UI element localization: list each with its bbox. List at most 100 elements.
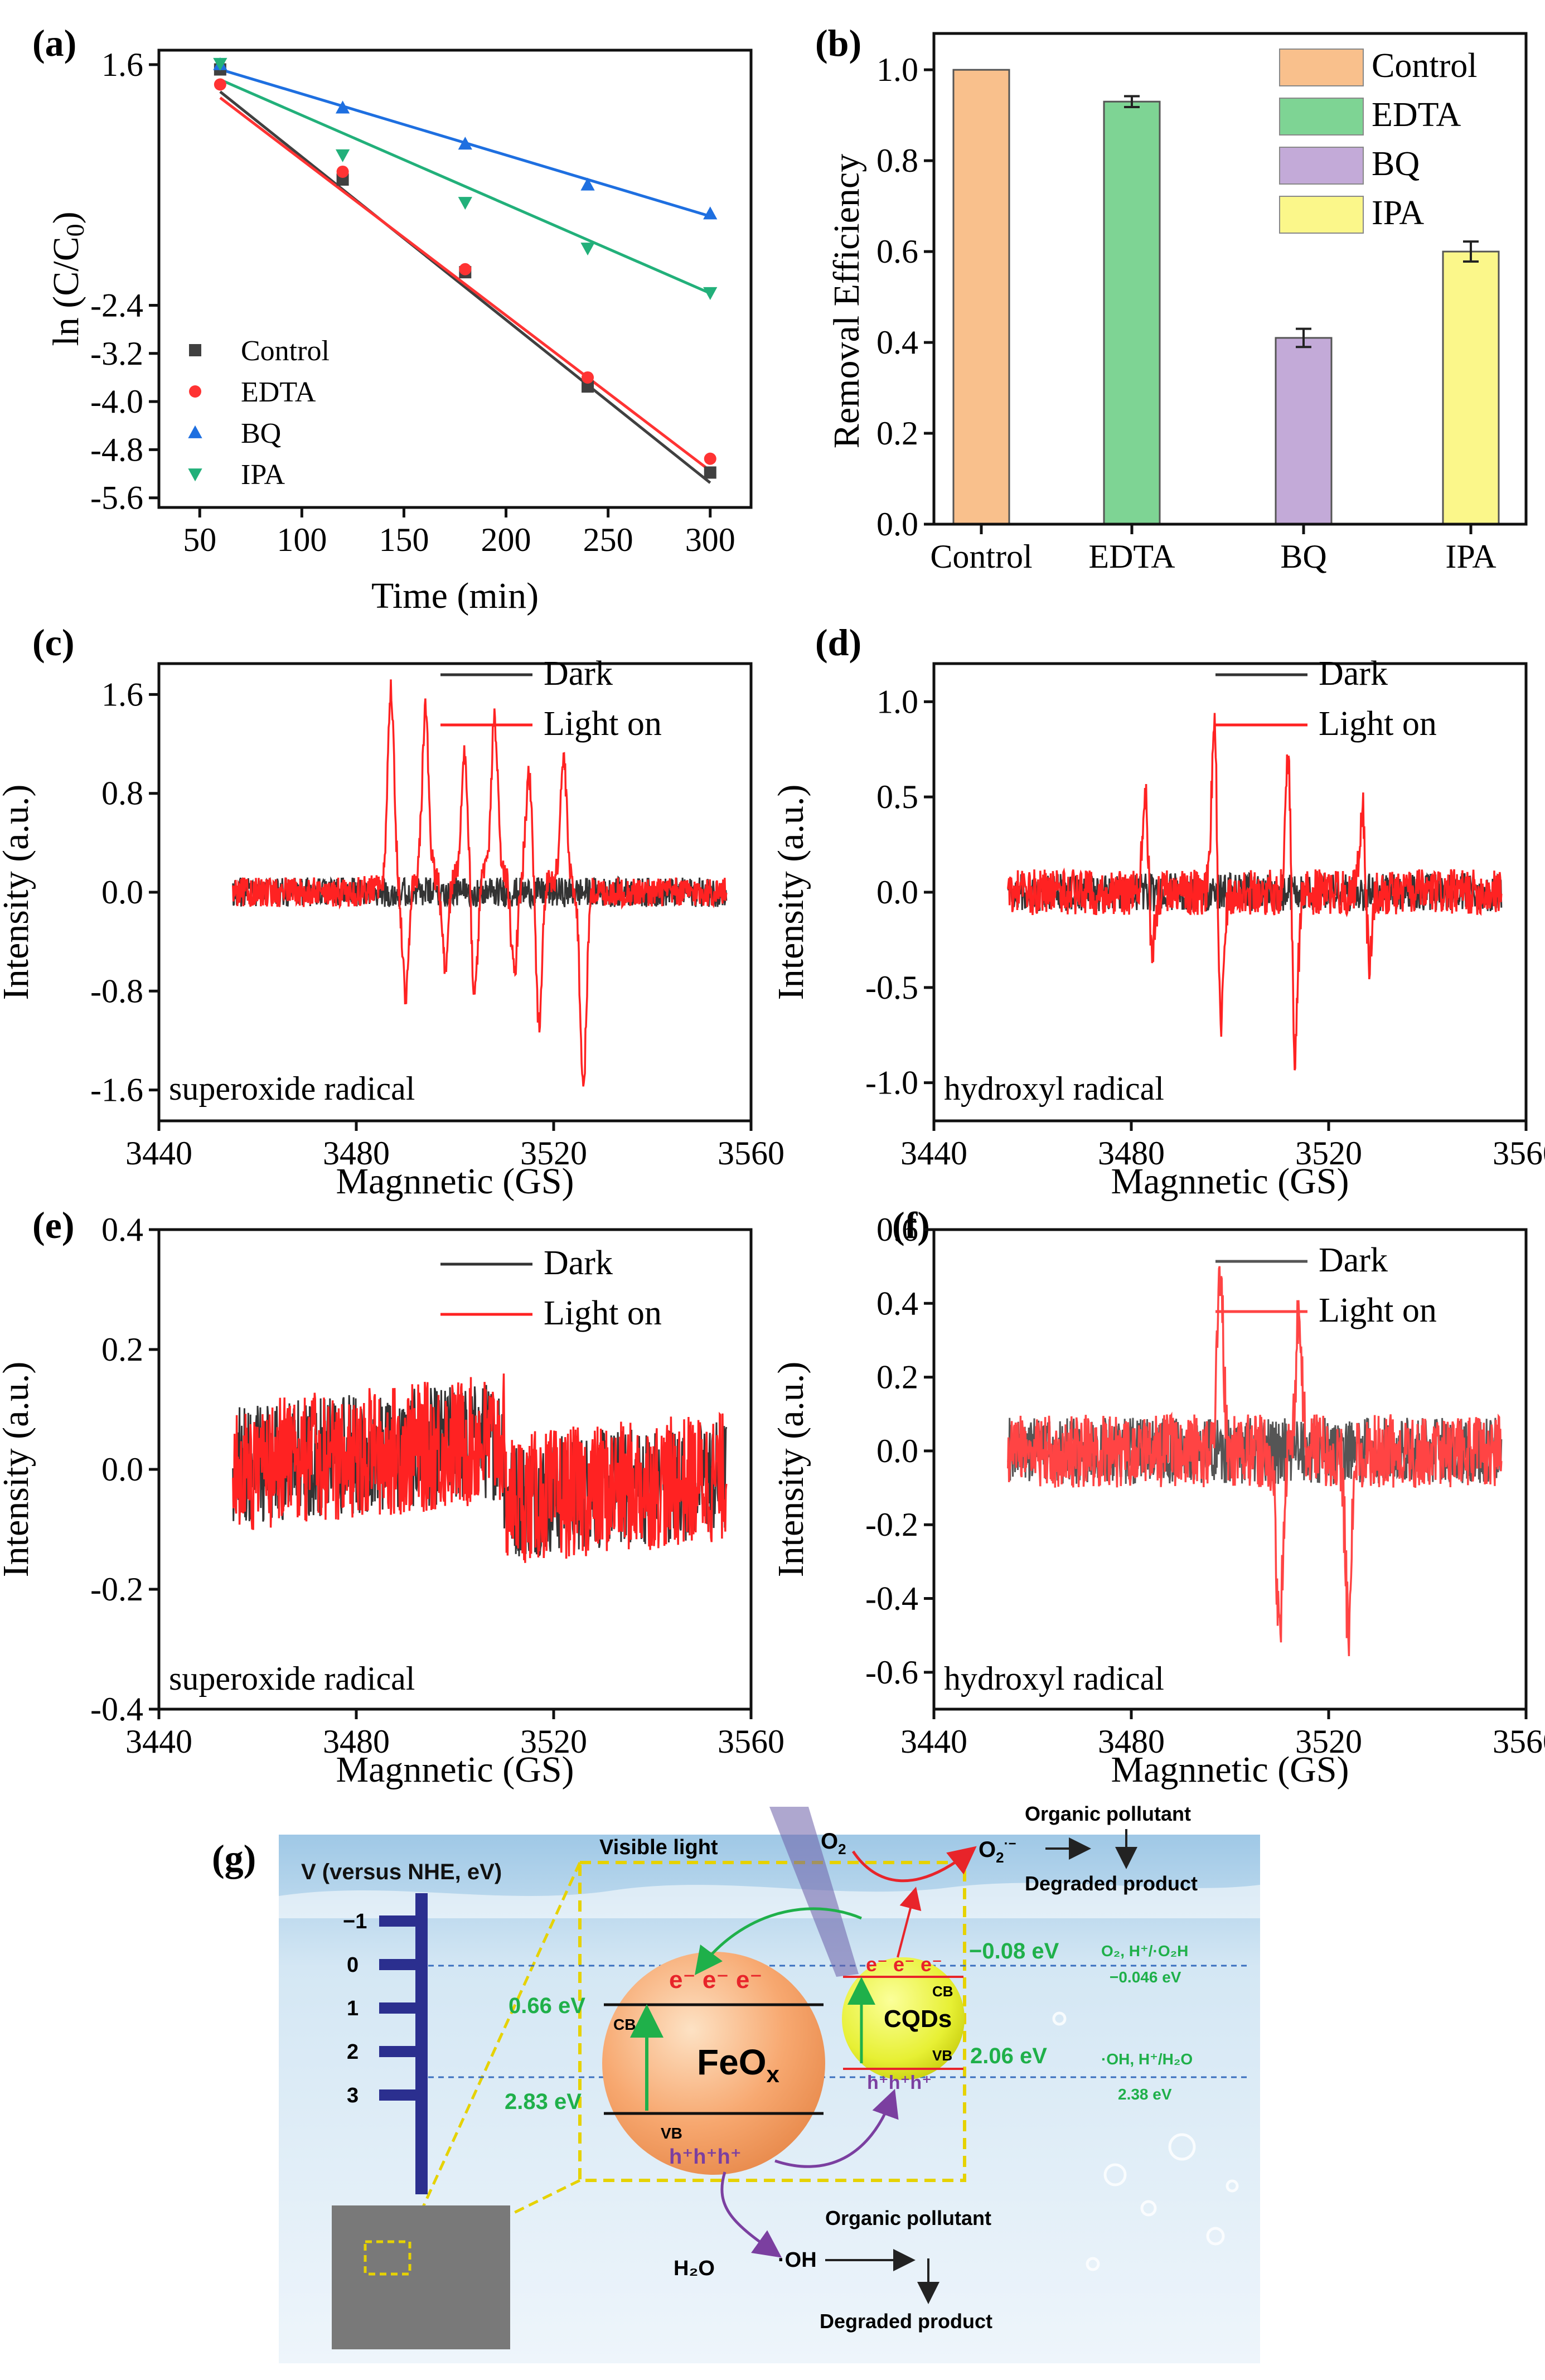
y-tick-label: -0.4 [90, 1691, 143, 1728]
y-tick-label: 0.0 [876, 506, 918, 543]
fit-line-edta [219, 96, 711, 472]
y-tick-label: 1.0 [876, 683, 918, 720]
data-point-control [582, 380, 594, 393]
legend-marker-ipa [188, 468, 202, 482]
error-bar-bq [1296, 327, 1311, 349]
scheme-tick-minus1: −1 [343, 1910, 367, 1933]
y-tick-label: 0.2 [876, 1359, 918, 1396]
scheme-oh-formation-arrow [720, 2171, 782, 2258]
legend-label-dark: Dark [544, 1244, 613, 1282]
bar-control [952, 69, 1010, 525]
scheme-cqd-name: CQDs [884, 2005, 952, 2033]
trace-light-on [232, 679, 728, 1087]
panel-a-frame [157, 49, 753, 509]
x-tick-label: 300 [685, 521, 735, 558]
x-tick-label: 3560 [718, 1723, 784, 1760]
radical-annotation: hydroxyl radical [944, 1660, 1164, 1697]
y-tick-label: 0.6 [876, 1211, 918, 1248]
panel-label-a: (a) [32, 22, 76, 64]
legend-swatch-edta [1279, 98, 1364, 136]
x-tick-label-edta: EDTA [1088, 538, 1175, 575]
x-tick-label: 3480 [1098, 1135, 1165, 1172]
panel-e-chart: (e) 3440 3480 3520 3560 0.4 0.2 0.0 -0.2 -0.4 Mag… [0, 1204, 784, 1790]
y-tick-label: -1.0 [865, 1065, 918, 1101]
legend-label-dark: Dark [544, 655, 613, 693]
trace-light-on [1007, 713, 1503, 1071]
x-tick-label: 3520 [1295, 1723, 1362, 1760]
y-tick-label: -0.6 [865, 1654, 918, 1691]
legend-swatch-ipa [1279, 196, 1364, 234]
scheme-oh-radical: ·OH [778, 2248, 817, 2272]
data-point-ipa [580, 243, 595, 256]
x-tick-label: 3560 [718, 1135, 784, 1172]
y-tick-label: 0.4 [101, 1211, 143, 1248]
panel-label-e: (e) [32, 1204, 74, 1246]
y-tick-label: 0.0 [101, 874, 143, 911]
panel-label-g: (g) [212, 1837, 256, 1879]
legend-swatch-control [1279, 49, 1364, 86]
y-tick-label: -5.6 [90, 480, 143, 516]
data-point-bq [335, 100, 350, 114]
scheme-feox-vb-label: VB [661, 2125, 682, 2142]
panel-b-legend: Control EDTA BQ IPA [1279, 47, 1477, 234]
panel-b-ylabel: Removal Efficiency [826, 154, 867, 448]
panel-label-d: (d) [815, 621, 861, 664]
legend-label-edta: EDTA [241, 376, 316, 408]
y-tick-label: 0.8 [101, 775, 143, 812]
scheme-micrograph-texture [332, 2205, 510, 2349]
y-axis-label: Intensity (a.u.) [0, 1362, 36, 1578]
scheme-micrograph-marker [364, 2240, 411, 2276]
scheme-energy-206: 2.06 eV [970, 2044, 1047, 2068]
panel-b-axis-ticks: 0.0 0.2 0.4 0.6 0.8 1.0 Control EDTA BQ IPA [876, 51, 1496, 575]
panel-c-chart: (c) 3440 3480 3520 3560 1.6 0.8 0.0 -0.8 -1.6 Mag… [0, 621, 784, 1202]
panel-a-xlabel: Time (min) [371, 575, 539, 616]
scheme-energy-ticks [379, 1915, 424, 2101]
legend-label-control: Control [1372, 47, 1477, 85]
x-tick-label: 200 [481, 521, 531, 558]
data-point-bq [703, 206, 718, 220]
bar-ipa [1442, 250, 1500, 525]
x-tick-label-ipa: IPA [1445, 538, 1496, 575]
trace-light-on [1007, 1266, 1503, 1656]
scheme-feox-cb-label: CB [613, 2016, 636, 2033]
x-tick-label: 3440 [125, 1723, 192, 1760]
scheme-cqd-electrons: e⁻ e⁻ e⁻ [866, 1953, 942, 1976]
y-tick-label: 0.2 [101, 1331, 143, 1368]
scheme-electron-transfer-arrow [694, 1907, 862, 1975]
scheme-tick-0: 0 [347, 1953, 359, 1977]
x-tick-label: 3520 [1295, 1135, 1362, 1172]
scheme-visible-light: Visible light [599, 1836, 718, 1859]
scheme-cqd-to-o2-arrow [897, 1886, 922, 1958]
x-tick-label: 3480 [323, 1723, 390, 1760]
panel-a-chart: (a) 50 100 150 200 250 300 1.6 -2.4 -3.2 -4.0 -4.8… [32, 22, 753, 616]
scheme-organic-pollutant-top: Organic pollutant [1025, 1802, 1191, 1825]
x-axis-label: Magnnetic (GS) [336, 1749, 574, 1790]
y-tick-label: 0.4 [876, 1285, 918, 1322]
scheme-o2-couple: O₂, H⁺/·O₂H [1101, 1942, 1188, 1960]
scheme-zoom-line-2 [408, 1861, 582, 2237]
panel-g-scheme: (g) V (versus NHE, eV) −1 0 1 2 3 [212, 1802, 1260, 2363]
panel-label-b: (b) [815, 22, 861, 64]
data-point-bq [580, 177, 595, 191]
fit-line-ipa [219, 78, 711, 295]
spectrum-traces [1007, 1266, 1503, 1656]
legend-label-control: Control [241, 335, 330, 367]
scheme-cqd-vb-label: VB [932, 2047, 952, 2064]
panel-a-ylabel: ln (C/C0) [46, 211, 89, 346]
data-point-ipa [335, 149, 350, 162]
scheme-tick-3: 3 [347, 2084, 359, 2107]
y-tick-label: -0.4 [865, 1580, 918, 1617]
panel-label-f: (f) [892, 1204, 930, 1246]
data-point-edta [336, 165, 349, 178]
scheme-water-surface [279, 1883, 1260, 1918]
scheme-organic-pollutant-bottom: Organic pollutant [825, 2207, 991, 2229]
scheme-zoom-box [578, 1861, 966, 2182]
legend-marker-bq [188, 425, 202, 438]
data-point-ipa [458, 197, 472, 210]
y-tick-label: -0.8 [90, 973, 143, 1009]
scheme-energy-283: 2.83 eV [505, 2089, 582, 2114]
legend-label-bq: BQ [241, 418, 281, 449]
data-point-ipa [213, 57, 227, 71]
x-axis-label: Magnnetic (GS) [336, 1161, 574, 1202]
y-tick-label: -4.8 [90, 431, 143, 468]
